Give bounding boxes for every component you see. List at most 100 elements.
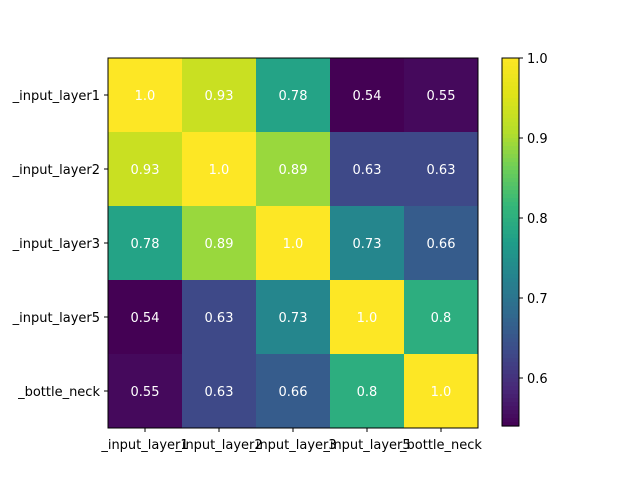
- colorbar-segment: [502, 202, 519, 207]
- cell-value-label: 0.55: [131, 385, 160, 400]
- colorbar-segment: [502, 306, 519, 311]
- colorbar-segment: [502, 278, 519, 283]
- heatmap-cell: [256, 354, 331, 429]
- colorbar-segment: [502, 286, 519, 291]
- cell-value-label: 0.63: [205, 385, 234, 400]
- x-tick-label: _bottle_neck: [399, 438, 482, 453]
- colorbar-frame: [501, 57, 520, 427]
- colorbar-segment: [502, 330, 519, 335]
- cell-value-label: 0.63: [427, 163, 456, 178]
- colorbar-segment: [502, 110, 519, 115]
- colorbar-segment: [502, 282, 519, 287]
- colorbar-segment: [502, 346, 519, 351]
- colorbar-segment: [502, 222, 519, 227]
- colorbar-segment: [502, 378, 519, 383]
- cell-value-label: 0.73: [279, 311, 308, 326]
- heatmap-cell: [404, 280, 479, 355]
- colorbar-segment: [502, 294, 519, 299]
- colorbar-segment: [502, 298, 519, 303]
- colorbar-segment: [502, 150, 519, 155]
- colorbar-segment: [502, 366, 519, 371]
- colorbar-segment: [502, 382, 519, 387]
- heatmap-cells: [108, 58, 479, 429]
- colorbar-tick-label: 0.6: [527, 372, 548, 387]
- colorbar-segment: [502, 422, 519, 427]
- colorbar-segment: [502, 254, 519, 259]
- colorbar-segment: [502, 274, 519, 279]
- x-tick-label: _input_layer5: [322, 438, 410, 453]
- cell-value-label: 1.0: [357, 311, 378, 326]
- heatmap-cell: [330, 354, 405, 429]
- colorbar-segment: [502, 122, 519, 127]
- colorbar-segment: [502, 86, 519, 91]
- cell-value-label: 0.55: [427, 89, 456, 104]
- colorbar-segment: [502, 102, 519, 107]
- colorbar-segment: [502, 390, 519, 395]
- colorbar-segment: [502, 410, 519, 415]
- cell-value-label: 0.54: [131, 311, 160, 326]
- heatmap-cell: [330, 206, 405, 281]
- heatmap-cell: [108, 206, 183, 281]
- colorbar-segment: [502, 342, 519, 347]
- colorbar-segment: [502, 74, 519, 79]
- colorbar-segment: [502, 194, 519, 199]
- colorbar-segment: [502, 226, 519, 231]
- colorbar-segment: [502, 190, 519, 195]
- heatmap-cell: [108, 354, 183, 429]
- heatmap-cell: [404, 206, 479, 281]
- colorbar-tick-label: 0.7: [527, 292, 548, 307]
- colorbar-segment: [502, 310, 519, 315]
- colorbar-segment: [502, 182, 519, 187]
- colorbar-segment: [502, 78, 519, 83]
- heatmap-cell: [108, 132, 183, 207]
- colorbar-segment: [502, 94, 519, 99]
- colorbar-segment: [502, 338, 519, 343]
- heatmap-cell: [256, 58, 331, 133]
- heatmap-cell: [404, 354, 479, 429]
- colorbar-segment: [502, 266, 519, 271]
- cell-value-label: 0.78: [279, 89, 308, 104]
- colorbar-segment: [502, 354, 519, 359]
- colorbar-segment: [502, 418, 519, 423]
- heatmap-cell: [182, 206, 257, 281]
- colorbar-segment: [502, 98, 519, 103]
- colorbar-segment: [502, 302, 519, 307]
- colorbar-segment: [502, 114, 519, 119]
- colorbar-segment: [502, 246, 519, 251]
- colorbar-segment: [502, 270, 519, 275]
- heatmap-cell: [404, 132, 479, 207]
- colorbar-segment: [502, 174, 519, 179]
- x-tick-label: _input_layer1: [100, 438, 188, 453]
- colorbar: 0.6 0.7 0.8 0.9 1.0: [501, 52, 548, 427]
- cell-value-label: 1.0: [431, 385, 452, 400]
- colorbar-segment: [502, 130, 519, 135]
- colorbar-segment: [502, 134, 519, 139]
- colorbar-segment: [502, 414, 519, 419]
- colorbar-segment: [502, 362, 519, 367]
- colorbar-segment: [502, 250, 519, 255]
- colorbar-segment: [502, 394, 519, 399]
- cell-value-label: 1.0: [283, 237, 304, 252]
- cell-value-label: 1.0: [209, 163, 230, 178]
- cell-value-label: 0.66: [427, 237, 456, 252]
- colorbar-segment: [502, 142, 519, 147]
- cell-value-label: 0.89: [279, 163, 308, 178]
- cell-value-label: 0.89: [205, 237, 234, 252]
- colorbar-segment: [502, 138, 519, 143]
- colorbar-segment: [502, 106, 519, 111]
- colorbar-segment: [502, 258, 519, 263]
- colorbar-segment: [502, 126, 519, 131]
- cell-annotations: 1.0 0.93 0.78 0.54 0.55 0.93 1.0 0.89 0.63 0.63 0.…: [131, 89, 456, 400]
- colorbar-tick-label: 1.0: [527, 52, 548, 67]
- colorbar-segment: [502, 234, 519, 239]
- cell-value-label: 0.54: [353, 89, 382, 104]
- colorbar-segment: [502, 82, 519, 87]
- colorbar-segment: [502, 218, 519, 223]
- colorbar-segment: [502, 370, 519, 375]
- heatmap-cell: [256, 132, 331, 207]
- colorbar-segment: [502, 166, 519, 171]
- y-axis-ticks: _input_layer1 _input_layer2 _input_layer3 _…: [12, 89, 108, 400]
- cell-value-label: 0.93: [131, 163, 160, 178]
- colorbar-segment: [502, 170, 519, 175]
